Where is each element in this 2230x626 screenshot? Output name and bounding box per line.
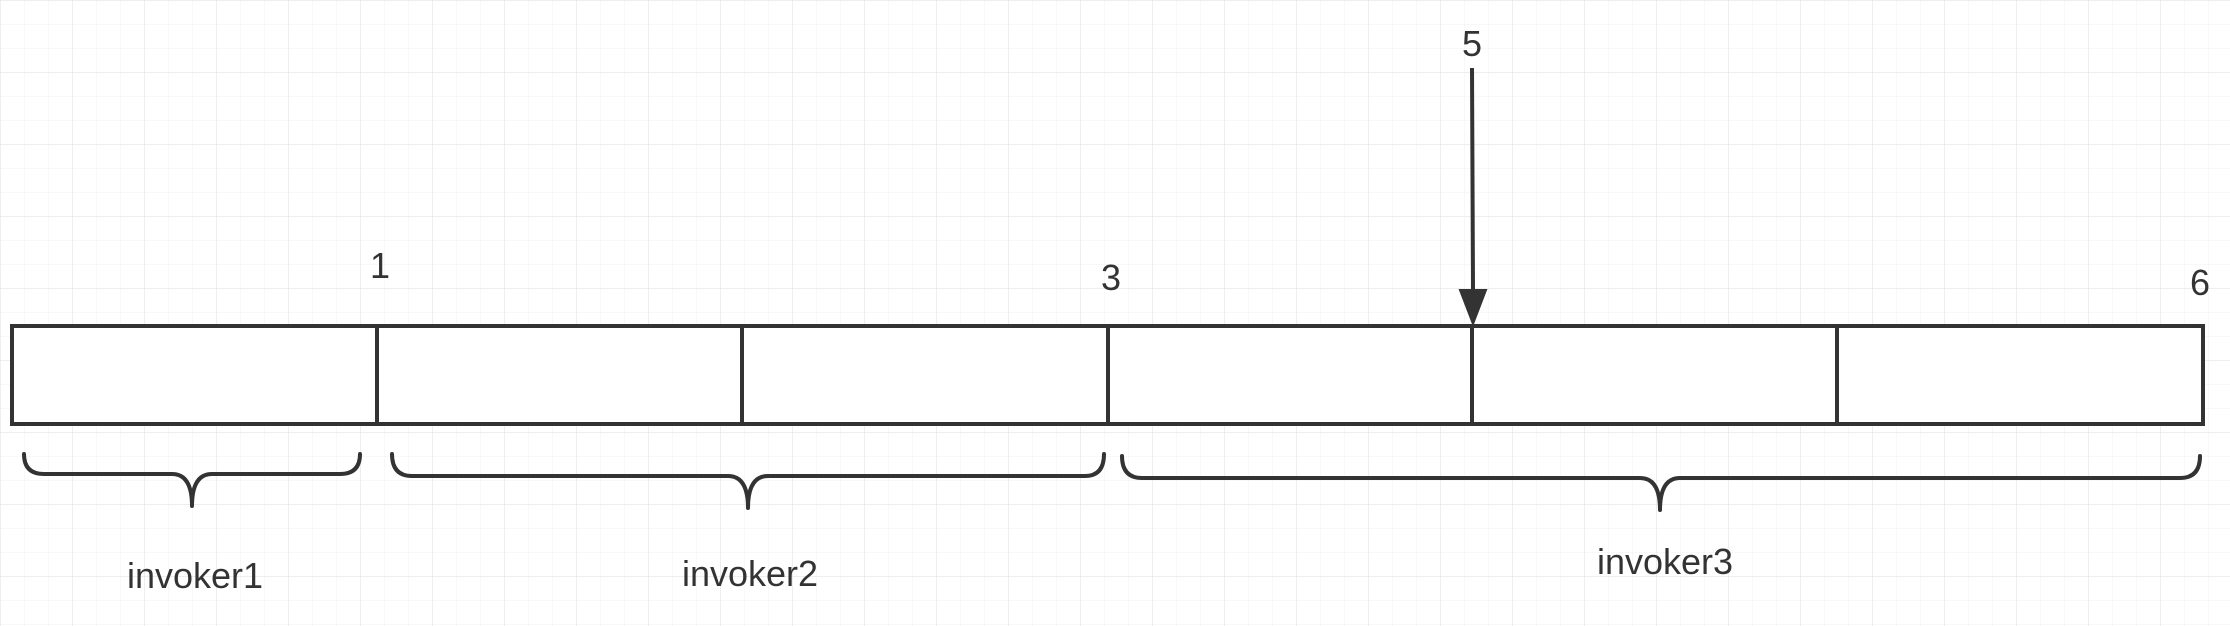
brace-invoker1 [22,452,362,508]
pointer-label: 5 [1462,23,1482,64]
boundary-label-1: 1 [370,245,390,286]
brace-invoker2 [390,452,1106,510]
boundary-label-6: 6 [2190,262,2210,303]
array-bar [10,324,2205,426]
pointer-arrow [1458,67,1488,327]
array-cell-2 [375,324,744,426]
arrow-head [1458,289,1488,327]
brace-invoker3 [1120,454,2202,512]
array-cell-6 [1835,324,2205,426]
boundary-label-3: 3 [1101,257,1121,298]
group-label-invoker1: invoker1 [127,555,263,596]
array-cell-4 [1106,324,1474,426]
array-cell-1 [10,324,379,426]
array-cell-3 [740,324,1110,426]
group-label-invoker3: invoker3 [1597,541,1733,582]
array-cell-5 [1470,324,1839,426]
group-label-invoker2: invoker2 [682,553,818,594]
arrow-shaft [1470,67,1475,291]
